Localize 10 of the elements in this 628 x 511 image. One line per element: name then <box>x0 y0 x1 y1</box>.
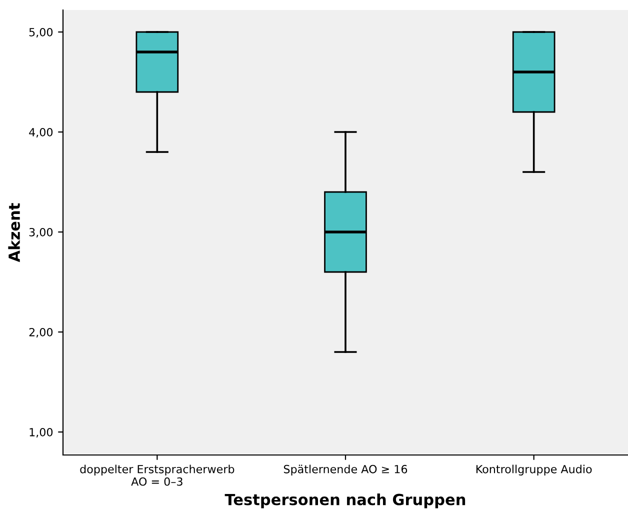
y-tick-label: 1,00 <box>30 428 53 438</box>
x-tick-label: Kontrollgruppe Audio <box>476 464 592 476</box>
x-tick-label: Spätlernende AO ≥ 16 <box>284 464 408 476</box>
y-tick-label: 5,00 <box>29 28 53 38</box>
y-axis-title: Akzent <box>8 203 20 262</box>
y-tick-label: 2,00 <box>29 328 53 338</box>
x-axis-title: Testpersonen nach Gruppen <box>224 493 466 508</box>
y-tick-label: 3,00 <box>29 228 53 238</box>
y-tick-label: 4,00 <box>29 128 53 138</box>
x-tick-label: doppelter Erstspracherwerb AO = 0–3 <box>80 464 234 486</box>
